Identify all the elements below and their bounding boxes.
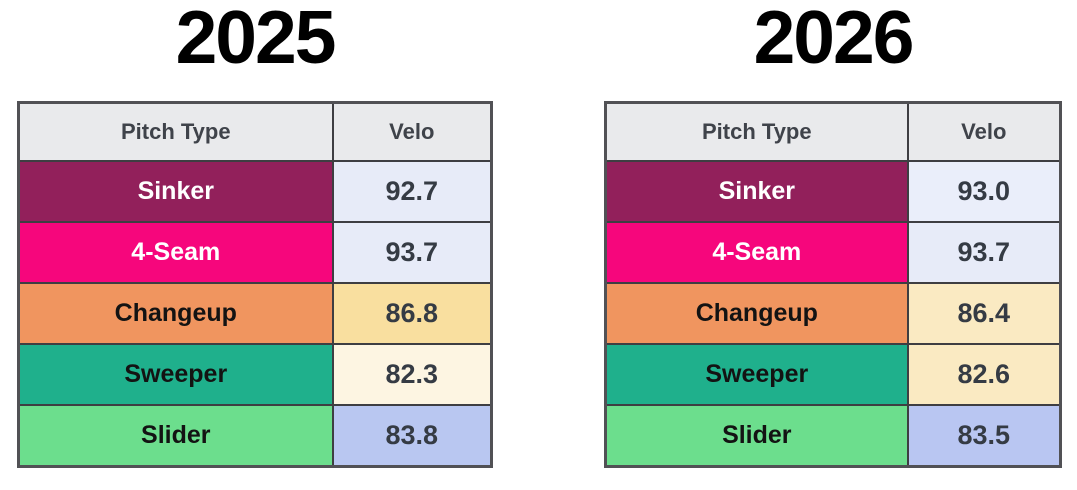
year-title-2025: 2025: [175, 0, 337, 79]
pitch-name-cell: Sweeper: [604, 343, 909, 406]
year-panel-2025: 2025 Pitch Type Velo Sinker 92.7 4-Seam …: [17, 0, 493, 468]
pitch-name-cell: Sinker: [17, 160, 334, 223]
table-row: Slider 83.5: [604, 404, 1062, 468]
header-row: Pitch Type Velo: [17, 101, 493, 162]
velo-value-cell: 86.4: [906, 282, 1062, 345]
table-row: Sweeper 82.6: [604, 343, 1062, 406]
velo-value-cell: 83.5: [906, 404, 1062, 468]
pitch-name-cell: 4-Seam: [17, 221, 334, 284]
table-row: 4-Seam 93.7: [17, 221, 493, 284]
pitch-name-cell: Slider: [604, 404, 909, 468]
velo-value-cell: 82.6: [906, 343, 1062, 406]
pitch-table-2025: Pitch Type Velo Sinker 92.7 4-Seam 93.7 …: [17, 101, 493, 468]
pitch-name-cell: Slider: [17, 404, 334, 468]
table-row: Changeup 86.4: [604, 282, 1062, 345]
velo-value-cell: 93.7: [906, 221, 1062, 284]
table-row: Slider 83.8: [17, 404, 493, 468]
pitch-table-2026: Pitch Type Velo Sinker 93.0 4-Seam 93.7 …: [604, 101, 1062, 468]
pitch-name-cell: Changeup: [17, 282, 334, 345]
year-panel-2026: 2026 Pitch Type Velo Sinker 93.0 4-Seam …: [604, 0, 1062, 468]
table-row: Sinker 93.0: [604, 160, 1062, 223]
velo-value-cell: 93.0: [906, 160, 1062, 223]
velo-value-cell: 92.7: [331, 160, 493, 223]
column-header-pitch-type: Pitch Type: [604, 101, 909, 162]
column-header-velo: Velo: [906, 101, 1062, 162]
pitch-name-cell: Sinker: [604, 160, 909, 223]
pitch-name-cell: Changeup: [604, 282, 909, 345]
velo-value-cell: 93.7: [331, 221, 493, 284]
table-row: 4-Seam 93.7: [604, 221, 1062, 284]
pitch-name-cell: Sweeper: [17, 343, 334, 406]
pitch-name-cell: 4-Seam: [604, 221, 909, 284]
velo-value-cell: 83.8: [331, 404, 493, 468]
header-row: Pitch Type Velo: [604, 101, 1062, 162]
table-row: Changeup 86.8: [17, 282, 493, 345]
velo-value-cell: 86.8: [331, 282, 493, 345]
year-title-2026: 2026: [753, 0, 915, 79]
column-header-velo: Velo: [331, 101, 493, 162]
velo-value-cell: 82.3: [331, 343, 493, 406]
table-row: Sinker 92.7: [17, 160, 493, 223]
table-row: Sweeper 82.3: [17, 343, 493, 406]
column-header-pitch-type: Pitch Type: [17, 101, 334, 162]
